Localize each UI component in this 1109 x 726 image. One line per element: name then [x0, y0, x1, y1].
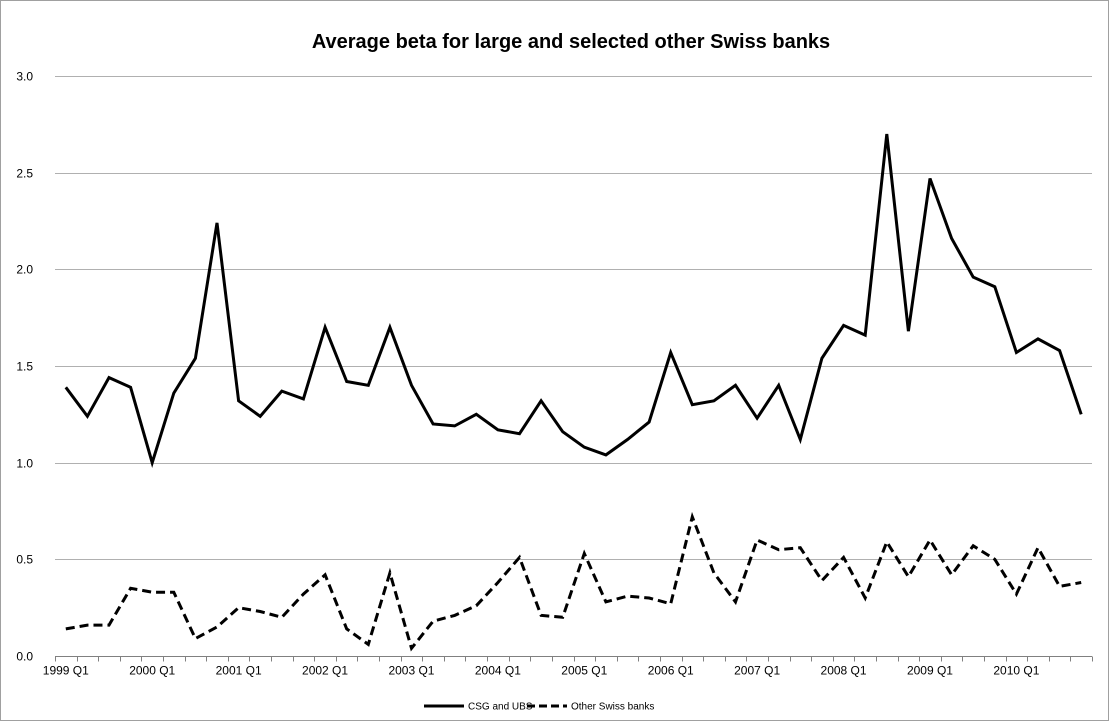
x-tick-label: 2008 Q1	[821, 664, 867, 678]
x-tick-label: 2002 Q1	[302, 664, 348, 678]
axes: 0.0 0.5 1.0 1.5 2.0 2.5 3.0 1999 Q1 2000 Q1 2001 …	[16, 70, 1093, 678]
y-tick-label: 3.0	[16, 70, 33, 84]
y-tick-label: 1.0	[16, 457, 33, 471]
legend: CSG and UBS Other Swiss banks	[424, 702, 654, 713]
series-lines	[64, 133, 1083, 652]
x-tick-label: 2004 Q1	[475, 664, 521, 678]
x-tick-label: 2009 Q1	[907, 664, 953, 678]
y-tick-label: 0.0	[16, 650, 33, 664]
chart-title: Average beta for large and selected othe…	[312, 31, 830, 53]
legend-label-other-swiss-banks: Other Swiss banks	[571, 702, 654, 713]
y-tick-label: 0.5	[16, 553, 33, 567]
x-tick-label: 2003 Q1	[388, 664, 434, 678]
series-line-csg-and-ubs	[64, 133, 1083, 468]
y-tick-label: 2.0	[16, 263, 33, 277]
x-tick-label: 2000 Q1	[129, 664, 175, 678]
y-tick-label: 1.5	[16, 360, 33, 374]
series-line-other-swiss-banks	[65, 511, 1082, 652]
x-tick-label: 1999 Q1	[43, 664, 89, 678]
x-tick-label: 2006 Q1	[648, 664, 694, 678]
x-tick-label: 2010 Q1	[993, 664, 1039, 678]
legend-label-csg-and-ubs: CSG and UBS	[468, 702, 533, 713]
x-tick-label: 2001 Q1	[216, 664, 262, 678]
y-tick-label: 2.5	[16, 167, 33, 181]
x-tick-label: 2005 Q1	[561, 664, 607, 678]
x-tick-label: 2007 Q1	[734, 664, 780, 678]
